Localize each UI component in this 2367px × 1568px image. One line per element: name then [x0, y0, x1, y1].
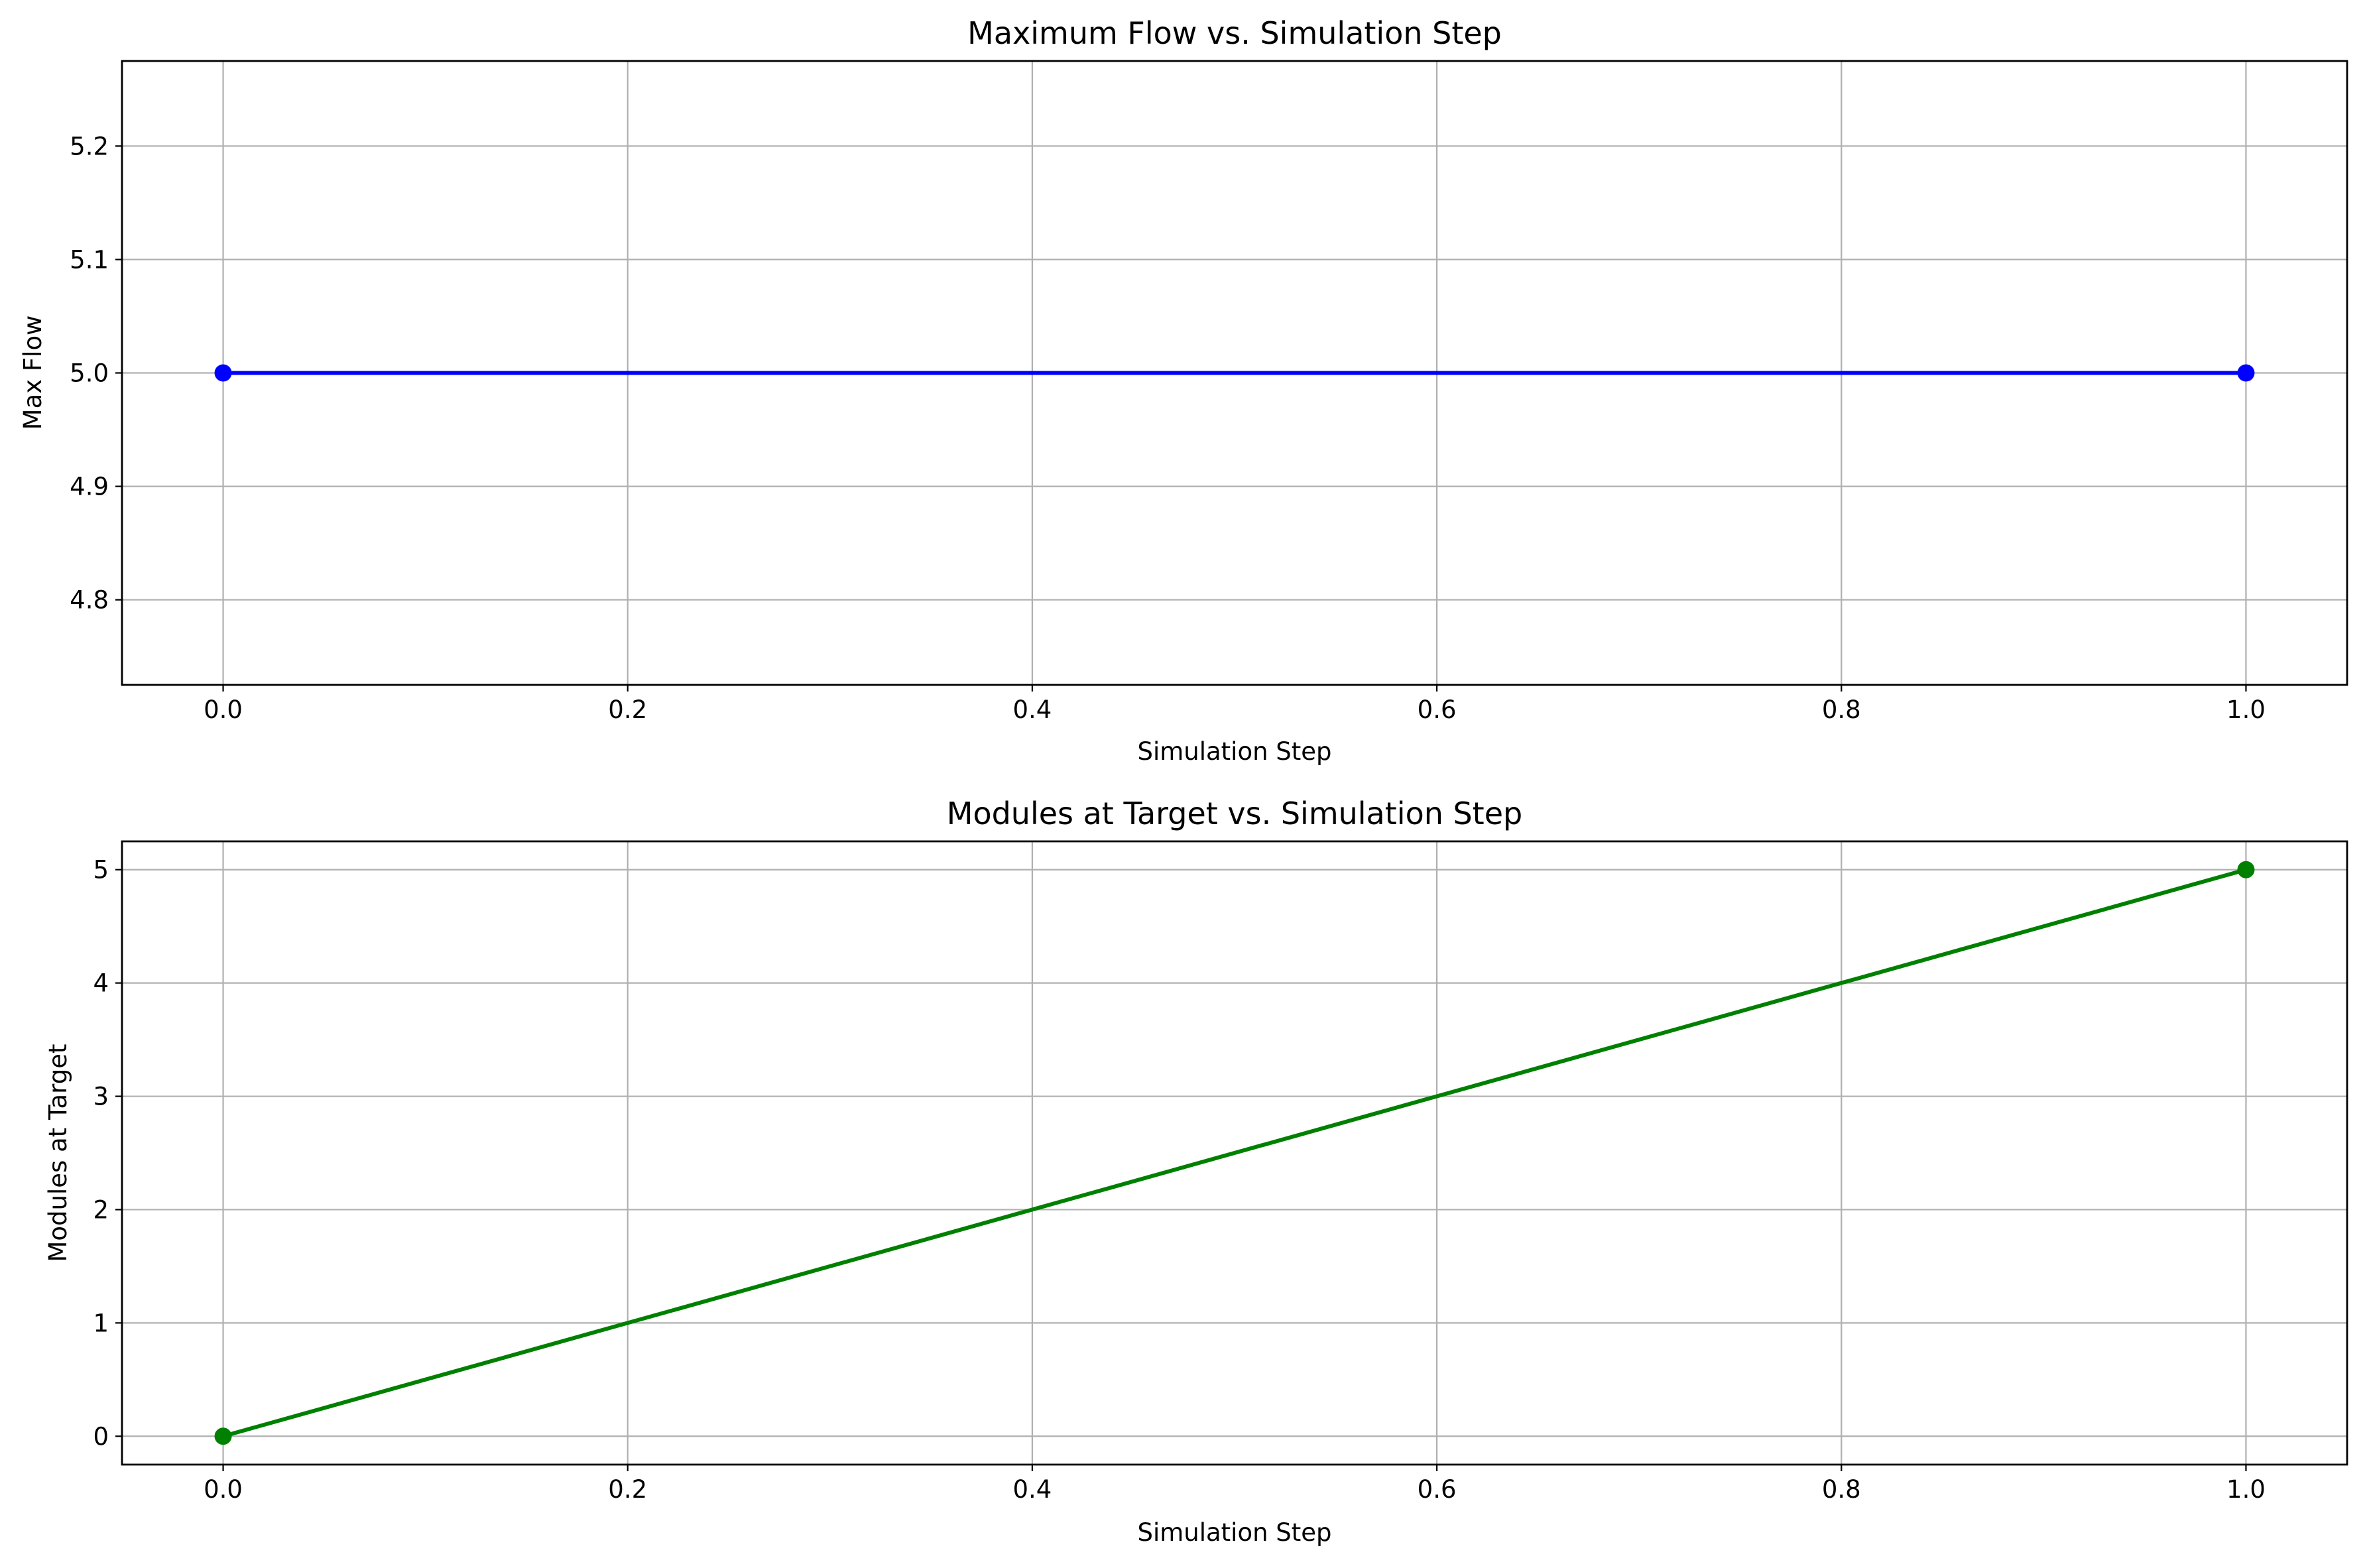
y-tick-label: 5.2	[70, 132, 109, 160]
y-tick-label: 0	[93, 1422, 109, 1451]
x-tick-label: 0.2	[608, 1475, 647, 1504]
x-tick-label: 0.4	[1012, 1475, 1052, 1504]
series-line	[222, 867, 2247, 1439]
chart-title: Maximum Flow vs. Simulation Step	[967, 15, 1502, 51]
series-max-flow	[214, 364, 2255, 382]
x-tick-label: 0.8	[1822, 695, 1861, 724]
chart-max-flow: Maximum Flow vs. Simulation Step 0.0 0.2 0…	[19, 15, 2348, 766]
x-tick-label: 0.8	[1822, 1475, 1861, 1504]
x-tick-label: 0.4	[1012, 695, 1052, 724]
chart-title: Modules at Target vs. Simulation Step	[947, 796, 1522, 831]
ticks-modules-at-target: 0.0 0.2 0.4 0.6 0.8 1.0 0 1 2 3 4 5	[93, 856, 2265, 1504]
grid-modules-at-target	[122, 841, 2347, 1465]
x-axis-label: Simulation Step	[1137, 1518, 1331, 1547]
y-tick-label: 5	[93, 856, 109, 884]
y-tick-label: 4.9	[70, 473, 109, 501]
ticks-max-flow: 0.0 0.2 0.4 0.6 0.8 1.0 4.8 4.9 5.0 5.1 5.2	[70, 132, 2266, 724]
y-tick-label: 3	[93, 1083, 109, 1111]
y-axis-label: Max Flow	[19, 316, 47, 430]
data-point	[2237, 861, 2255, 878]
x-tick-label: 0.6	[1418, 695, 1457, 724]
x-tick-label: 0.0	[204, 695, 243, 724]
x-tick-label: 1.0	[2226, 1475, 2266, 1504]
y-tick-label: 2	[93, 1195, 109, 1224]
y-tick-label: 5.1	[70, 245, 109, 274]
data-point	[2237, 364, 2255, 382]
x-tick-label: 1.0	[2226, 695, 2266, 724]
x-tick-label: 0.0	[204, 1475, 243, 1504]
y-tick-label: 5.0	[70, 359, 109, 388]
x-tick-label: 0.2	[608, 695, 647, 724]
x-axis-label: Simulation Step	[1137, 737, 1331, 766]
y-tick-label: 1	[93, 1309, 109, 1337]
x-tick-label: 0.6	[1418, 1475, 1457, 1504]
chart-modules-at-target: Modules at Target vs. Simulation Step 0.…	[44, 796, 2348, 1547]
series-modules-at-target	[214, 861, 2255, 1445]
data-point	[214, 1427, 232, 1445]
y-axis-label: Modules at Target	[44, 1044, 72, 1262]
data-point	[214, 364, 232, 382]
y-tick-label: 4.8	[70, 586, 109, 615]
y-tick-label: 4	[93, 969, 109, 998]
axes-frame-modules-at-target	[121, 840, 2348, 1466]
